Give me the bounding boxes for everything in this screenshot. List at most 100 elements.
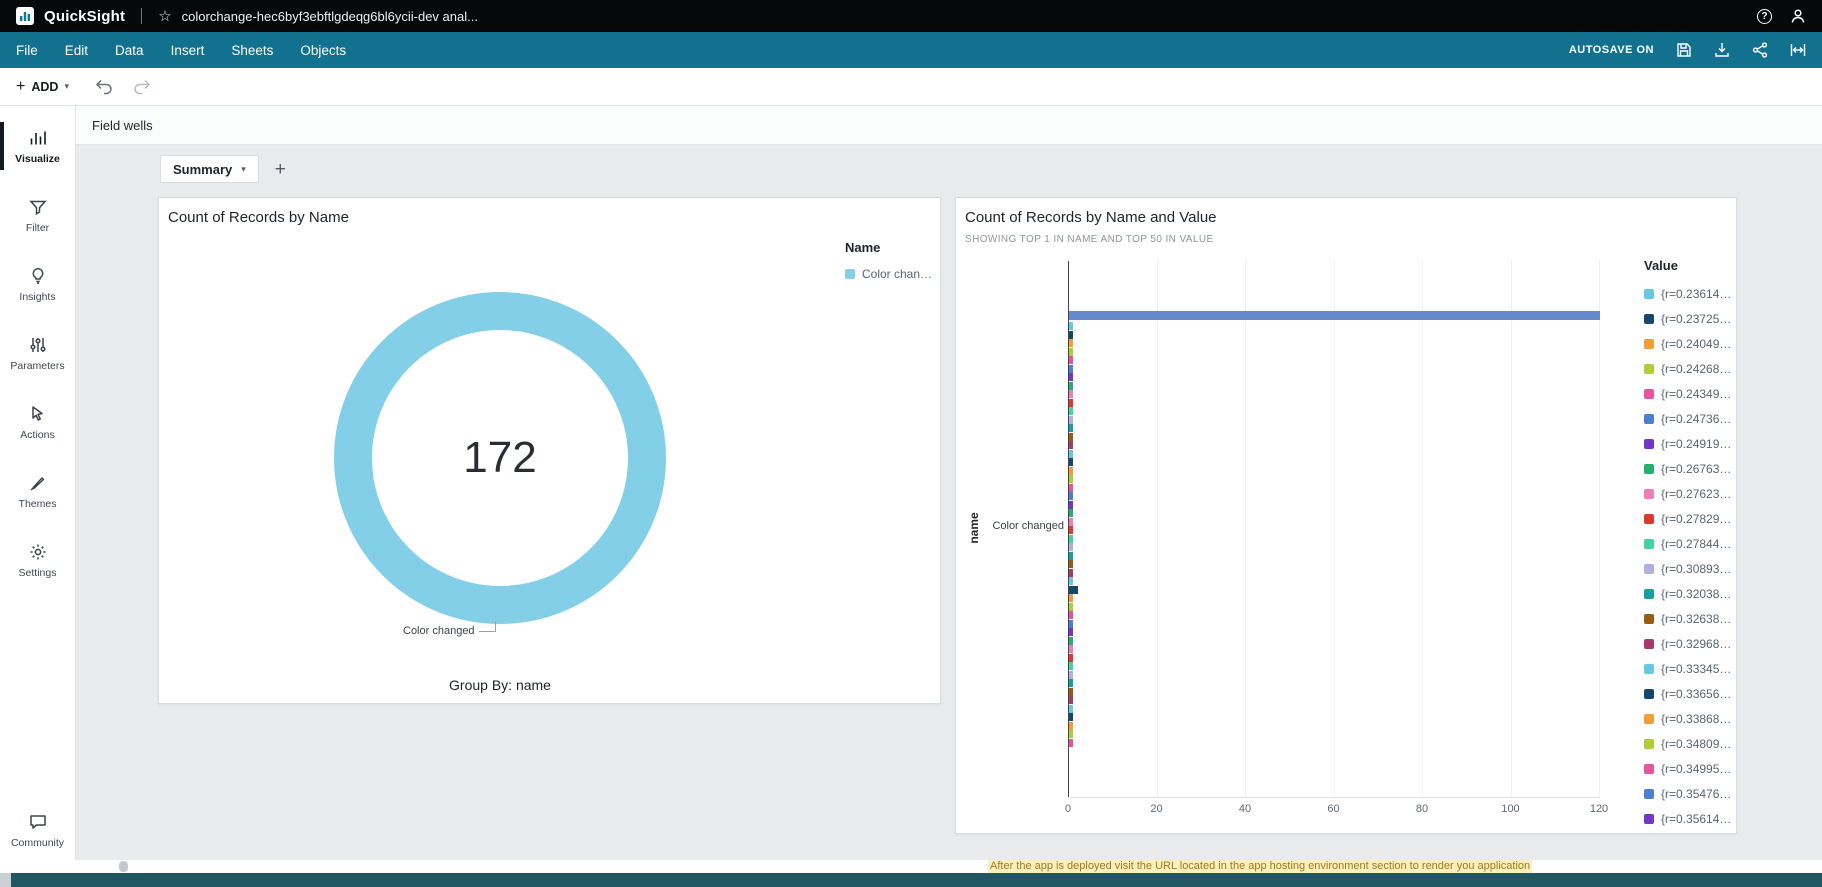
bar-segment[interactable] [1069, 696, 1074, 704]
bar-segment[interactable] [1069, 339, 1074, 347]
bar-segment[interactable] [1069, 730, 1074, 738]
sheet-tab-summary[interactable]: Summary ▾ [160, 155, 259, 183]
bar-segment[interactable] [1069, 381, 1074, 390]
bar-segment[interactable] [1069, 322, 1074, 330]
donut-ring[interactable]: 172 [334, 292, 666, 624]
bar-segment[interactable] [1069, 373, 1074, 381]
help-icon[interactable]: ? [1757, 8, 1772, 24]
share-icon[interactable] [1752, 42, 1768, 58]
bar-segment[interactable] [1069, 364, 1074, 373]
menu-item[interactable]: Insert [170, 42, 205, 58]
bar-segment[interactable] [1069, 356, 1074, 364]
bar-segment[interactable] [1069, 330, 1074, 339]
bar-segment[interactable] [1069, 543, 1074, 551]
legend-item[interactable]: {r=0.27829… [1644, 506, 1736, 531]
legend-item[interactable]: {r=0.34995… [1644, 756, 1736, 781]
legend-item[interactable]: {r=0.27844… [1644, 531, 1736, 556]
sidebar-item-filter[interactable]: Filter [0, 191, 75, 239]
autosave-toggle[interactable]: AUTOSAVE ON [1568, 44, 1654, 56]
legend-item[interactable]: {r=0.32638… [1644, 606, 1736, 631]
legend-item[interactable]: {r=0.24919… [1644, 431, 1736, 456]
bar-segment[interactable] [1069, 738, 1074, 747]
sidebar-item-visualize[interactable]: Visualize [0, 122, 75, 170]
bar-segment[interactable] [1069, 466, 1074, 475]
add-button[interactable]: + ADD ▾ [16, 78, 69, 95]
sidebar-item-settings[interactable]: Settings [0, 536, 75, 584]
bar-segment[interactable] [1069, 670, 1074, 679]
bar-segment[interactable] [1069, 619, 1074, 628]
bar-segment[interactable] [1069, 602, 1074, 611]
legend-item[interactable]: {r=0.34809… [1644, 731, 1736, 756]
bar-segment[interactable] [1069, 568, 1074, 577]
menu-item[interactable]: Sheets [231, 42, 274, 58]
bar-segment[interactable] [1069, 390, 1074, 398]
menu-item[interactable]: Objects [300, 42, 347, 58]
legend-item[interactable]: {r=0.35614… [1644, 806, 1736, 831]
bar-segment[interactable] [1069, 500, 1074, 509]
menu-item[interactable]: File [16, 42, 38, 58]
bar-segment[interactable] [1069, 347, 1074, 356]
bar-segment[interactable] [1069, 517, 1074, 526]
bar-segment[interactable] [1069, 492, 1074, 500]
quicksight-logo[interactable] [16, 7, 34, 25]
legend-item[interactable]: {r=0.24268… [1644, 356, 1736, 381]
bar-segment[interactable] [1069, 483, 1074, 492]
legend-item[interactable]: {r=0.24049… [1644, 331, 1736, 356]
bar-segment[interactable] [1069, 449, 1074, 458]
bar-segment[interactable] [1069, 645, 1074, 653]
add-sheet-button[interactable]: + [274, 158, 286, 180]
bar-segment[interactable] [1069, 526, 1074, 534]
bar-segment[interactable] [1069, 534, 1074, 543]
legend-item[interactable]: Color chan… [845, 267, 932, 281]
bar-segment[interactable] [1069, 458, 1074, 466]
bar-segment[interactable] [1069, 679, 1074, 687]
bar-segment[interactable] [1069, 432, 1074, 441]
field-wells-bar[interactable]: Field wells [76, 106, 1822, 145]
bar-segment[interactable] [1069, 415, 1074, 424]
legend-item[interactable]: {r=0.30893… [1644, 556, 1736, 581]
legend-item[interactable]: {r=0.26763… [1644, 456, 1736, 481]
bar-segment[interactable] [1069, 636, 1074, 645]
bar-visual[interactable]: Count of Records by Name and Value SHOWI… [955, 197, 1737, 834]
legend-item[interactable]: {r=0.24736… [1644, 406, 1736, 431]
bar-segment[interactable] [1069, 551, 1074, 560]
legend-item[interactable]: {r=0.24349… [1644, 381, 1736, 406]
bar-segment[interactable] [1069, 441, 1074, 449]
legend-item[interactable]: {r=0.35476… [1644, 781, 1736, 806]
user-icon[interactable] [1790, 8, 1806, 24]
donut-visual[interactable]: Count of Records by Name Name Color chan… [158, 197, 941, 704]
legend-item[interactable]: {r=0.23725… [1644, 306, 1736, 331]
undo-button[interactable] [95, 79, 113, 95]
bar-segment[interactable] [1069, 407, 1074, 415]
chevron-down-icon[interactable]: ▾ [241, 163, 246, 174]
expand-icon[interactable] [1790, 42, 1806, 58]
sidebar-item-actions[interactable]: Actions [0, 398, 75, 446]
bar-segment[interactable] [1069, 713, 1074, 721]
redo-button[interactable] [133, 79, 151, 95]
legend-item[interactable]: {r=0.33868… [1644, 706, 1736, 731]
bar-segment[interactable] [1069, 687, 1074, 696]
bar-segment[interactable] [1069, 509, 1074, 517]
bar-segment[interactable] [1069, 398, 1074, 407]
legend-item[interactable]: {r=0.32968… [1644, 631, 1736, 656]
bar-top-value[interactable] [1069, 311, 1600, 320]
legend-item[interactable]: {r=0.32038… [1644, 581, 1736, 606]
bar-segment[interactable] [1069, 611, 1074, 619]
bar-segment[interactable] [1069, 704, 1074, 713]
sidebar-item-themes[interactable]: Themes [0, 467, 75, 515]
bar-segment[interactable] [1069, 628, 1074, 636]
legend-item[interactable]: {r=0.33656… [1644, 681, 1736, 706]
bar-segment[interactable] [1069, 721, 1074, 730]
bar-segment[interactable] [1069, 662, 1074, 670]
sidebar-item-parameters[interactable]: Parameters [0, 329, 75, 377]
scrollbar-thumb[interactable] [119, 861, 128, 872]
bar-segment[interactable] [1069, 560, 1074, 568]
sidebar-item-insights[interactable]: Insights [0, 260, 75, 308]
bar-segment[interactable] [1069, 594, 1074, 602]
save-icon[interactable] [1676, 42, 1692, 58]
legend-item[interactable]: {r=0.27623… [1644, 481, 1736, 506]
bar-segment[interactable] [1069, 585, 1078, 594]
bar-segment[interactable] [1069, 424, 1074, 432]
menu-item[interactable]: Edit [64, 42, 89, 58]
favorite-star-icon[interactable]: ☆ [158, 8, 172, 25]
